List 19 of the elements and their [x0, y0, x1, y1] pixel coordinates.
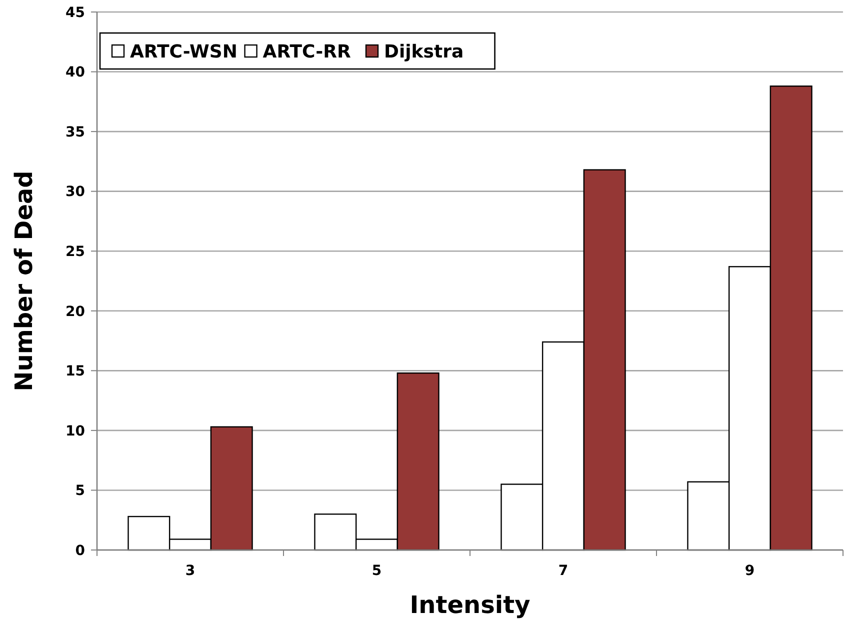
- y-tick-label: 15: [66, 364, 85, 380]
- x-tick-label: 7: [558, 563, 568, 579]
- y-tick-label: 25: [66, 244, 85, 260]
- y-tick-label: 45: [66, 4, 85, 21]
- y-tick-label: 10: [66, 423, 86, 440]
- y-tick-label: 5: [75, 483, 85, 500]
- y-tick-label: 20: [66, 304, 86, 320]
- x-axis-title: Intensity: [410, 591, 531, 619]
- y-tick-label: 30: [66, 184, 86, 200]
- y-axis-title: Number of Dead: [10, 170, 38, 392]
- x-tick-label: 9: [744, 563, 755, 579]
- y-tick-label: 40: [66, 64, 86, 81]
- y-tick-label: 35: [66, 124, 85, 140]
- legend-label: Dijkstra: [384, 41, 464, 62]
- x-tick-label: 3: [185, 563, 196, 579]
- x-tick-label: 5: [372, 563, 382, 579]
- y-tick-label: 0: [75, 542, 86, 559]
- legend-label: ARTC-WSN: [130, 41, 238, 62]
- legend-label: ARTC-RR: [262, 41, 352, 62]
